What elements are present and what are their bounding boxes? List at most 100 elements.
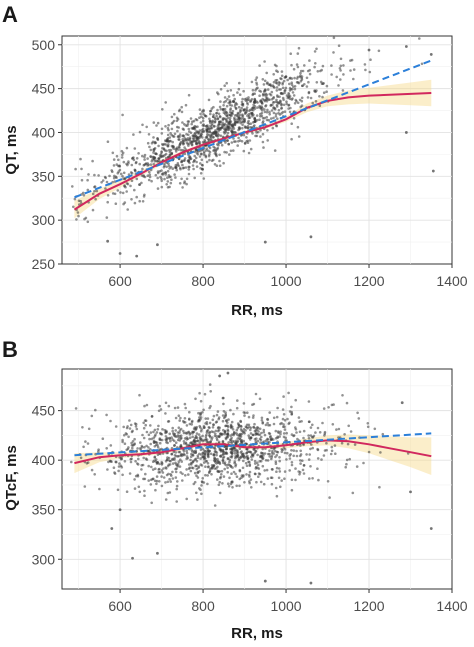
data-point <box>232 412 235 416</box>
data-point <box>249 126 252 129</box>
data-point <box>253 459 257 463</box>
data-point <box>329 452 333 456</box>
data-point <box>237 87 241 91</box>
data-point <box>166 144 169 148</box>
data-point <box>218 105 222 109</box>
data-point <box>258 118 261 121</box>
data-point <box>271 103 274 107</box>
data-point <box>268 110 271 114</box>
data-point <box>285 100 288 103</box>
data-point <box>192 134 195 138</box>
data-point <box>221 414 225 417</box>
data-point <box>93 189 96 193</box>
data-point <box>123 460 127 463</box>
data-point <box>140 468 143 471</box>
data-point <box>213 146 217 150</box>
data-point <box>107 460 110 464</box>
data-point <box>278 467 281 470</box>
data-point <box>184 124 188 127</box>
data-point <box>268 449 271 453</box>
data-point <box>77 214 80 218</box>
data-point <box>350 58 354 62</box>
data-point <box>206 417 210 420</box>
data-point <box>121 174 124 178</box>
data-point <box>267 83 271 86</box>
data-point <box>122 425 125 429</box>
data-point <box>226 139 229 142</box>
data-point <box>221 448 225 452</box>
data-point <box>241 102 245 106</box>
data-point <box>215 148 219 151</box>
data-point <box>235 484 238 488</box>
data-point <box>168 436 171 440</box>
data-point <box>166 133 170 137</box>
data-point <box>373 427 377 431</box>
data-point <box>204 460 208 463</box>
data-point <box>191 137 195 140</box>
data-point <box>290 63 293 67</box>
data-point <box>286 451 289 455</box>
data-point <box>311 423 314 427</box>
data-point <box>189 156 192 159</box>
data-point <box>217 416 221 419</box>
data-point <box>182 449 186 453</box>
data-point <box>272 447 276 451</box>
data-point <box>233 97 236 101</box>
data-point <box>299 69 303 73</box>
data-point <box>251 403 254 407</box>
data-point <box>215 164 219 167</box>
data-point <box>105 447 108 450</box>
data-point <box>82 445 85 449</box>
data-point <box>237 128 240 132</box>
data-point <box>273 149 277 152</box>
data-point <box>199 437 203 441</box>
data-point <box>290 137 293 141</box>
data-point <box>74 407 78 410</box>
data-point <box>275 86 279 89</box>
data-point <box>216 429 220 433</box>
data-point <box>201 447 205 451</box>
data-point <box>259 129 262 132</box>
data-point <box>307 400 311 403</box>
data-point <box>125 490 129 494</box>
data-point <box>226 131 230 135</box>
data-point <box>246 125 250 128</box>
data-point <box>147 133 151 136</box>
data-point <box>126 182 130 186</box>
data-point <box>223 467 226 471</box>
data-point <box>186 122 190 126</box>
data-point <box>248 481 251 485</box>
data-point <box>167 472 170 476</box>
data-point <box>248 116 252 120</box>
data-point <box>146 162 149 165</box>
data-point <box>168 477 171 481</box>
data-point <box>174 416 178 420</box>
data-point <box>270 451 274 455</box>
data-point <box>362 461 365 465</box>
data-point <box>211 418 215 422</box>
data-point <box>221 459 225 462</box>
data-point <box>262 428 266 432</box>
data-point <box>185 438 189 441</box>
data-point <box>164 171 167 174</box>
data-point <box>226 466 229 470</box>
data-point <box>117 469 120 473</box>
data-point <box>148 175 152 179</box>
data-point <box>301 459 304 463</box>
data-point <box>295 454 299 458</box>
data-point <box>164 481 167 484</box>
data-point <box>197 465 201 468</box>
x-tick-label: 1000 <box>270 598 301 614</box>
data-point <box>153 459 156 462</box>
data-point <box>258 64 261 67</box>
data-point <box>197 137 200 140</box>
data-point <box>266 139 270 142</box>
data-point <box>185 451 189 455</box>
data-point <box>171 134 175 138</box>
data-point <box>236 112 240 116</box>
data-point <box>240 100 244 104</box>
data-point <box>178 465 182 468</box>
data-point <box>247 434 250 437</box>
data-point <box>149 155 152 158</box>
data-point <box>209 112 212 116</box>
